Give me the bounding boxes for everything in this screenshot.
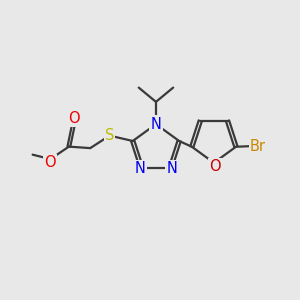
Text: Br: Br — [250, 139, 266, 154]
Text: N: N — [135, 161, 146, 176]
Text: O: O — [68, 111, 80, 126]
Text: O: O — [210, 159, 221, 174]
Text: N: N — [166, 161, 177, 176]
Text: N: N — [151, 117, 161, 132]
Text: S: S — [105, 128, 114, 143]
Text: O: O — [44, 155, 56, 170]
